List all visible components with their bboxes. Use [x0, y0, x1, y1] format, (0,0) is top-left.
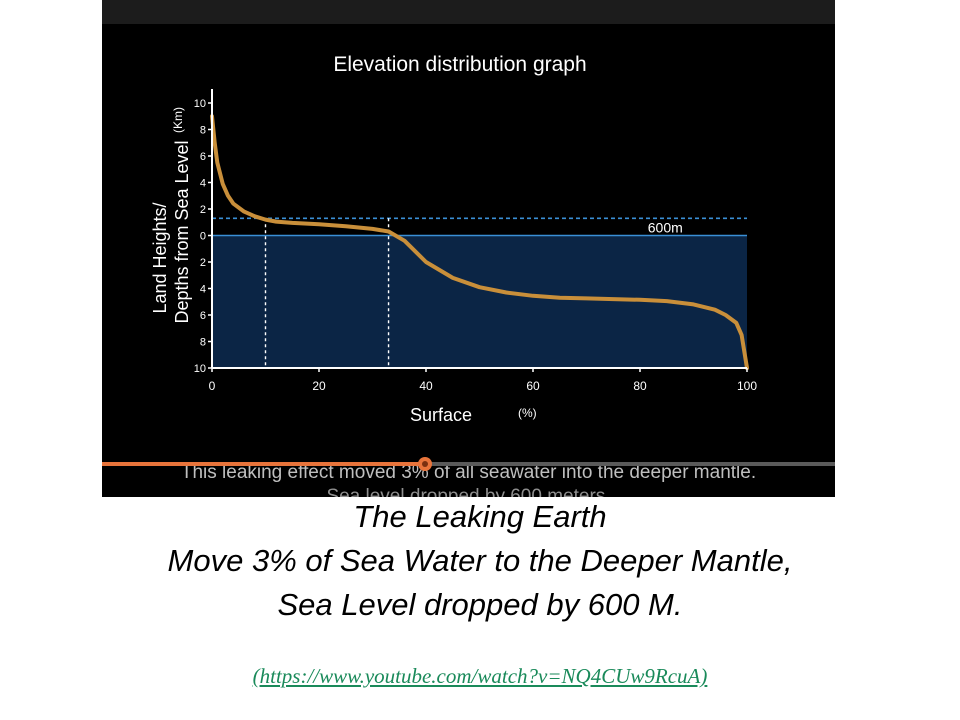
y-axis-unit: (Km) — [171, 107, 185, 133]
video-subtitle-line-1: This leaking effect moved 3% of all seaw… — [180, 462, 757, 483]
y-tick-label: 10 — [194, 98, 206, 110]
x-axis-unit: (%) — [518, 406, 537, 420]
source-link[interactable]: (https://www.youtube.com/watch?v=NQ4CUw9… — [252, 664, 708, 688]
y-tick-label: 8 — [200, 337, 206, 349]
video-scrubber-handle[interactable] — [417, 457, 432, 471]
y-tick-label: 2 — [200, 257, 206, 269]
x-tick-label: 100 — [737, 379, 757, 393]
video-frame[interactable]: 600m 10 8 6 4 2 0 2 4 6 8 10 0 20 40 60 80 100 Elevation d… — [102, 0, 835, 497]
x-axis-label: Surface — [410, 405, 472, 425]
reference-label: 600m — [648, 219, 683, 235]
video-progress-fill — [102, 462, 425, 466]
chart-title: Elevation distribution graph — [333, 53, 586, 76]
y-tick-label: 6 — [200, 310, 206, 322]
caption-line-2: Move 3% of Sea Water to the Deeper Mantl… — [167, 543, 793, 578]
caption-line-3: Sea Level dropped by 600 M. — [277, 587, 683, 622]
y-tick-label: 2 — [200, 204, 206, 216]
x-tick-label: 20 — [312, 379, 326, 393]
x-tick-label: 40 — [419, 379, 433, 393]
y-tick-label: 4 — [200, 178, 206, 190]
caption-title: The Leaking Earth — [353, 499, 607, 534]
y-axis-label-line-1: Land Heights/ — [150, 202, 170, 313]
y-tick-label: 10 — [194, 363, 206, 375]
video-subtitle-line-2: Sea level dropped by 600 meters. — [326, 486, 611, 497]
y-tick-label: 4 — [200, 284, 206, 296]
y-tick-label: 0 — [200, 231, 206, 243]
y-axis-label-line-2: Depths from Sea Level — [172, 140, 192, 323]
x-tick-label: 80 — [633, 379, 647, 393]
x-tick-label: 60 — [526, 379, 540, 393]
y-axis-label-group: Land Heights/Depths from Sea Level (Km) — [150, 107, 192, 324]
elevation-curve — [210, 114, 749, 370]
y-tick-label: 6 — [200, 151, 206, 163]
y-tick-label: 8 — [200, 125, 206, 137]
video-progress-bar[interactable] — [102, 457, 835, 471]
video-top-bar — [102, 0, 835, 24]
x-tick-label: 0 — [209, 379, 216, 393]
